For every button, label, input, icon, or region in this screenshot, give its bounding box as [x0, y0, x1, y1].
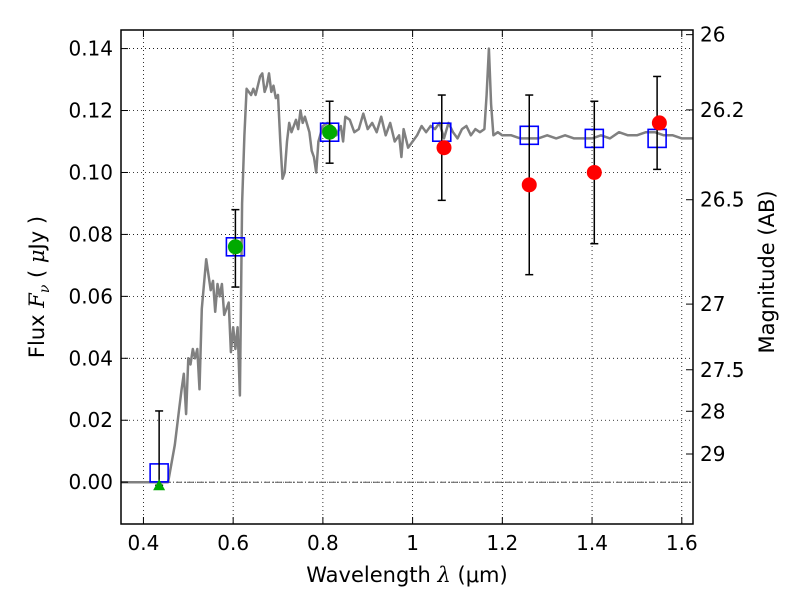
x-tick-label: 1.2 — [486, 531, 518, 555]
y-tick-label: 0.10 — [68, 160, 113, 184]
observed-point — [227, 239, 243, 255]
x-tick-label: 0.6 — [217, 531, 249, 555]
mag-tick-label: 27 — [700, 292, 725, 316]
y-tick-label: 0.06 — [68, 284, 113, 308]
y-tick-label: 0.12 — [68, 99, 113, 123]
x-tick-label: 0.8 — [307, 531, 339, 555]
y-tick-label: 0.14 — [68, 37, 113, 61]
y-tick-label: 0.08 — [68, 222, 113, 246]
observed-point — [322, 124, 338, 140]
y-tick-label: 0.00 — [68, 470, 113, 494]
observed-point — [651, 115, 667, 131]
data-series — [121, 47, 693, 491]
mag-tick-label: 26.5 — [700, 188, 745, 212]
mag-tick-label: 27.5 — [700, 358, 745, 382]
x-axis-label: Wavelength λ (μm) — [306, 563, 507, 587]
observed-point — [586, 164, 602, 180]
upper-limit-triangle — [153, 479, 166, 491]
mag-tick-label: 26 — [700, 23, 725, 47]
plot-frame — [120, 29, 694, 525]
axis-labels: Wavelength λ (μm) Flux Fν ( μJy ) Magnit… — [25, 190, 779, 587]
x-tick-label: 1 — [406, 531, 419, 555]
y-tick-label: 0.02 — [68, 408, 113, 432]
mag-tick-label: 28 — [700, 399, 725, 423]
mag-tick-label: 29 — [700, 442, 725, 466]
axis-ticks: 0.4 0.6 0.8 1 1.2 1.4 1.6 0.00 0.02 0.04 0.06 0.08 0… — [68, 23, 744, 555]
model-sed-curve — [121, 47, 693, 484]
observed-point — [521, 177, 537, 193]
y-axis-label: Flux Fν ( μJy ) — [25, 216, 53, 358]
grid-lines — [121, 30, 693, 524]
y-tick-label: 0.04 — [68, 346, 113, 370]
x-tick-label: 0.4 — [128, 531, 160, 555]
mag-tick-label: 26.2 — [700, 98, 745, 122]
x-tick-label: 1.4 — [576, 531, 608, 555]
y2-axis-label: Magnitude (AB) — [755, 190, 779, 353]
x-tick-label: 1.6 — [666, 531, 698, 555]
observed-point — [436, 140, 452, 156]
